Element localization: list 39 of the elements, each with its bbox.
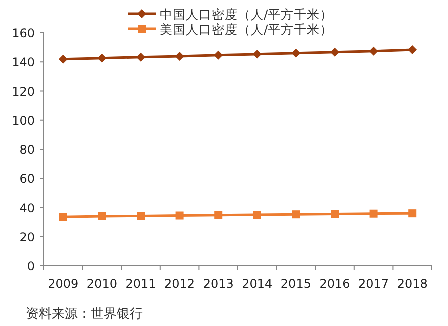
point <box>292 210 300 219</box>
point <box>175 52 184 61</box>
point <box>176 212 184 220</box>
point <box>59 213 68 222</box>
x-tick-label: 2013 <box>203 277 234 291</box>
point <box>58 54 68 64</box>
x-tick-label: 2016 <box>320 277 350 291</box>
y-tick-label: 120 <box>12 84 35 99</box>
point <box>137 212 145 220</box>
y-tick-label: 20 <box>20 230 35 244</box>
y-tick-label: 0 <box>27 260 35 274</box>
x-tick-label: 2011 <box>126 277 156 291</box>
y-tick-label: 160 <box>12 26 35 40</box>
text: 资料来源：世界银行 <box>26 307 143 322</box>
point <box>369 46 378 56</box>
x-tick-label: 2010 <box>86 277 118 291</box>
x-tick-label: 2018 <box>397 277 428 291</box>
y-tick-label: 40 <box>20 201 35 216</box>
point <box>214 211 223 220</box>
x-tick-label: 2012 <box>164 277 196 291</box>
y-tick-label: 80 <box>20 143 35 157</box>
point <box>253 211 262 220</box>
point <box>98 212 106 220</box>
point <box>331 210 339 218</box>
legend-label: 中国人口密度（人/平方千米） <box>160 7 334 22</box>
y-tick-label: 100 <box>12 114 35 128</box>
point <box>408 210 417 218</box>
x-tick-label: 2017 <box>358 277 390 291</box>
point <box>408 46 418 55</box>
y-tick-label: 60 <box>20 172 35 186</box>
x-tick-label: 2014 <box>242 277 273 291</box>
x-tick-label: 2015 <box>280 277 312 291</box>
x-tick-label: 2009 <box>48 277 79 291</box>
y-tick-label: 140 <box>12 56 35 70</box>
legend-label: 美国人口密度（人/平方千米） <box>160 22 334 37</box>
point <box>330 48 340 57</box>
point <box>252 50 262 59</box>
point <box>136 52 146 62</box>
point <box>370 210 378 218</box>
